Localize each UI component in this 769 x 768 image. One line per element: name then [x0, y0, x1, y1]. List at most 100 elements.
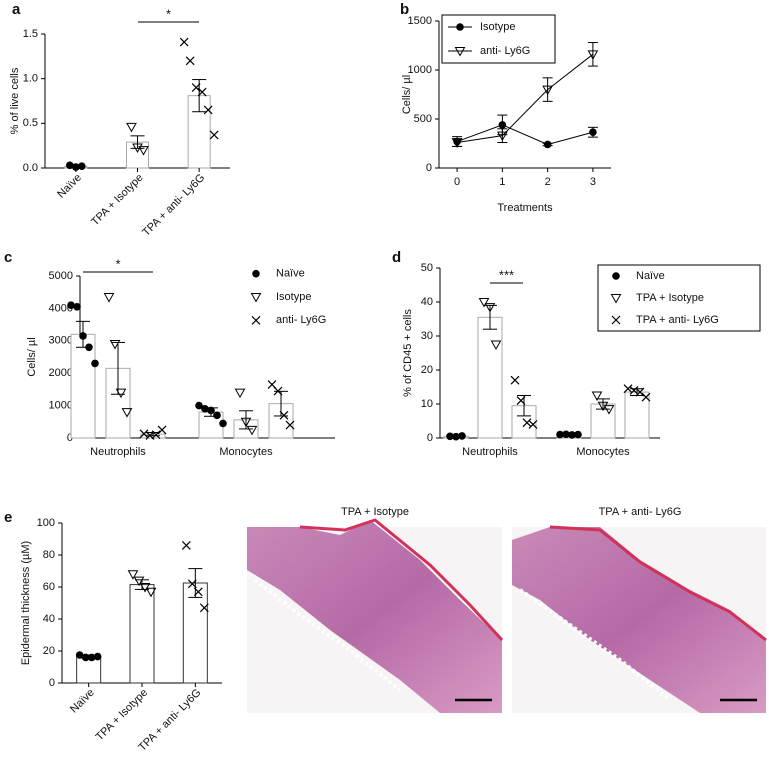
y-tick-label: 0: [49, 677, 55, 689]
x-tick-label: Neutrophils: [462, 446, 518, 458]
point: [629, 385, 639, 395]
point-stroke: [267, 380, 277, 389]
point: [127, 570, 139, 580]
point: [138, 146, 149, 156]
legend-label: Isotype: [480, 21, 515, 33]
tissue-texture: [253, 578, 402, 692]
y-tick-label: 20: [421, 364, 433, 376]
line: [456, 124, 594, 146]
tissue-edge: [549, 525, 767, 642]
legend-label: TPA + Isotype: [636, 292, 704, 304]
point: [79, 332, 87, 340]
point: [85, 343, 93, 352]
significance-label: *: [115, 256, 120, 271]
point-stroke: [285, 420, 295, 430]
point-stroke: [139, 429, 149, 439]
point: [109, 340, 121, 350]
tissue-edge: [299, 518, 504, 642]
y-axis-label: Cells/ µl: [401, 75, 413, 114]
point: [197, 87, 207, 97]
y-tick-label: 0: [426, 162, 432, 174]
bar: [182, 582, 208, 684]
x-axis-label: Treatments: [497, 202, 553, 214]
y-axis-label: Epidermal thickness (µM): [20, 541, 32, 665]
point: [641, 392, 651, 402]
tissue: [247, 520, 502, 713]
y-tick-label: 100: [37, 517, 55, 529]
point: [151, 430, 161, 440]
point: [185, 56, 195, 66]
error-bar: [483, 304, 497, 330]
point: [273, 386, 283, 396]
point: [250, 293, 262, 303]
point: [103, 293, 115, 303]
point: [126, 122, 137, 133]
y-tick-label: 80: [43, 549, 55, 561]
point: [133, 576, 145, 587]
y-tick-label: 1000: [49, 400, 73, 412]
point: [542, 85, 553, 96]
y-tick-label: 1000: [408, 64, 432, 76]
point: [458, 432, 466, 440]
panel-label: c: [4, 249, 12, 266]
point-stroke: [157, 425, 167, 435]
x-tick-label: Naïve: [55, 172, 84, 201]
point: [78, 162, 86, 171]
point-stroke: [623, 384, 633, 394]
histology-left: [247, 518, 504, 713]
image-caption: TPA + Isotype: [341, 506, 409, 518]
point-stroke: [197, 87, 207, 97]
point: [219, 419, 227, 428]
panel-label: e: [4, 509, 12, 526]
point: [139, 583, 151, 593]
point: [574, 430, 582, 439]
x-tick-label: Naïve: [68, 687, 97, 716]
point-stroke: [199, 603, 209, 613]
y-tick-label: 500: [414, 113, 432, 125]
y-tick-label: 60: [43, 581, 55, 593]
point-stroke: [179, 37, 189, 47]
point: [207, 406, 215, 415]
point-stroke: [641, 392, 651, 402]
point: [72, 163, 80, 171]
point: [516, 396, 526, 406]
point: [203, 105, 213, 115]
y-tick-label: 3000: [49, 335, 73, 347]
x-tick-label: TPA + Isotype: [89, 172, 146, 229]
x-tick-label: 2: [545, 176, 551, 188]
panel-label: d: [392, 249, 401, 266]
point-stroke: [251, 315, 261, 325]
point-stroke: [279, 410, 289, 420]
point: [91, 359, 99, 368]
point: [179, 37, 189, 47]
point: [454, 47, 466, 57]
y-tick-label: 5000: [49, 270, 73, 282]
point: [181, 540, 191, 550]
point: [497, 131, 508, 142]
point: [556, 430, 564, 439]
point: [201, 405, 209, 413]
point: [587, 50, 599, 60]
point: [543, 140, 552, 149]
y-tick-label: 10: [421, 398, 433, 410]
legend-label: anti- Ly6G: [276, 314, 326, 326]
point-stroke: [193, 587, 203, 597]
point: [199, 603, 209, 613]
tissue: [512, 527, 766, 713]
error-bar: [517, 395, 531, 417]
point-stroke: [635, 387, 645, 397]
point: [279, 410, 289, 420]
x-tick-label: TPA + anti- Ly6G: [140, 172, 207, 239]
point: [246, 425, 258, 436]
y-tick-label: 50: [421, 262, 433, 274]
point-stroke: [273, 386, 283, 396]
point: [591, 391, 603, 402]
error-bar: [596, 398, 610, 410]
x-tick-label: 0: [454, 176, 460, 188]
y-axis-label: Cells/ µl: [26, 337, 38, 376]
point: [484, 303, 496, 313]
point: [635, 387, 645, 397]
y-tick-label: 1500: [408, 15, 432, 27]
point-stroke: [203, 105, 213, 115]
bar: [76, 656, 102, 684]
